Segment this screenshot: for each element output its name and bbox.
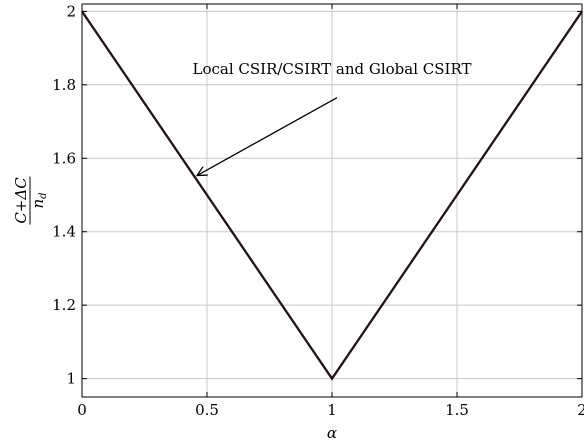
y-axis-label: C+ΔC nd xyxy=(12,176,49,225)
y-tick-label: 1.4 xyxy=(52,223,76,241)
series-line xyxy=(81,10,583,381)
y-axis-label-denominator: nd xyxy=(29,192,49,208)
y-tick-label: 1.8 xyxy=(52,76,76,94)
y-tick-label: 2 xyxy=(66,2,76,20)
x-tick-label: 1.5 xyxy=(445,401,469,419)
y-tick-label: 1 xyxy=(66,370,76,388)
y-tick-label: 1.6 xyxy=(52,149,76,167)
axis-ticks: 0 0.5 1 1.5 2 1 1.2 1.4 1.6 1.8 2 xyxy=(52,2,584,419)
y-tick-label: 1.2 xyxy=(52,296,76,314)
x-axis-label: α xyxy=(327,424,337,442)
annotation-arrow xyxy=(197,97,338,176)
x-tick-label: 0.5 xyxy=(195,401,219,419)
plot-area xyxy=(81,10,583,381)
y-axis-label-numerator: C+ΔC xyxy=(12,177,30,224)
x-tick-label: 1 xyxy=(327,401,337,419)
x-tick-label: 2 xyxy=(577,401,584,419)
annotation-text: Local CSIR/CSIRT and Global CSIRT xyxy=(192,60,471,78)
annotation: Local CSIR/CSIRT and Global CSIRT xyxy=(192,60,472,176)
x-tick-label: 0 xyxy=(77,401,87,419)
